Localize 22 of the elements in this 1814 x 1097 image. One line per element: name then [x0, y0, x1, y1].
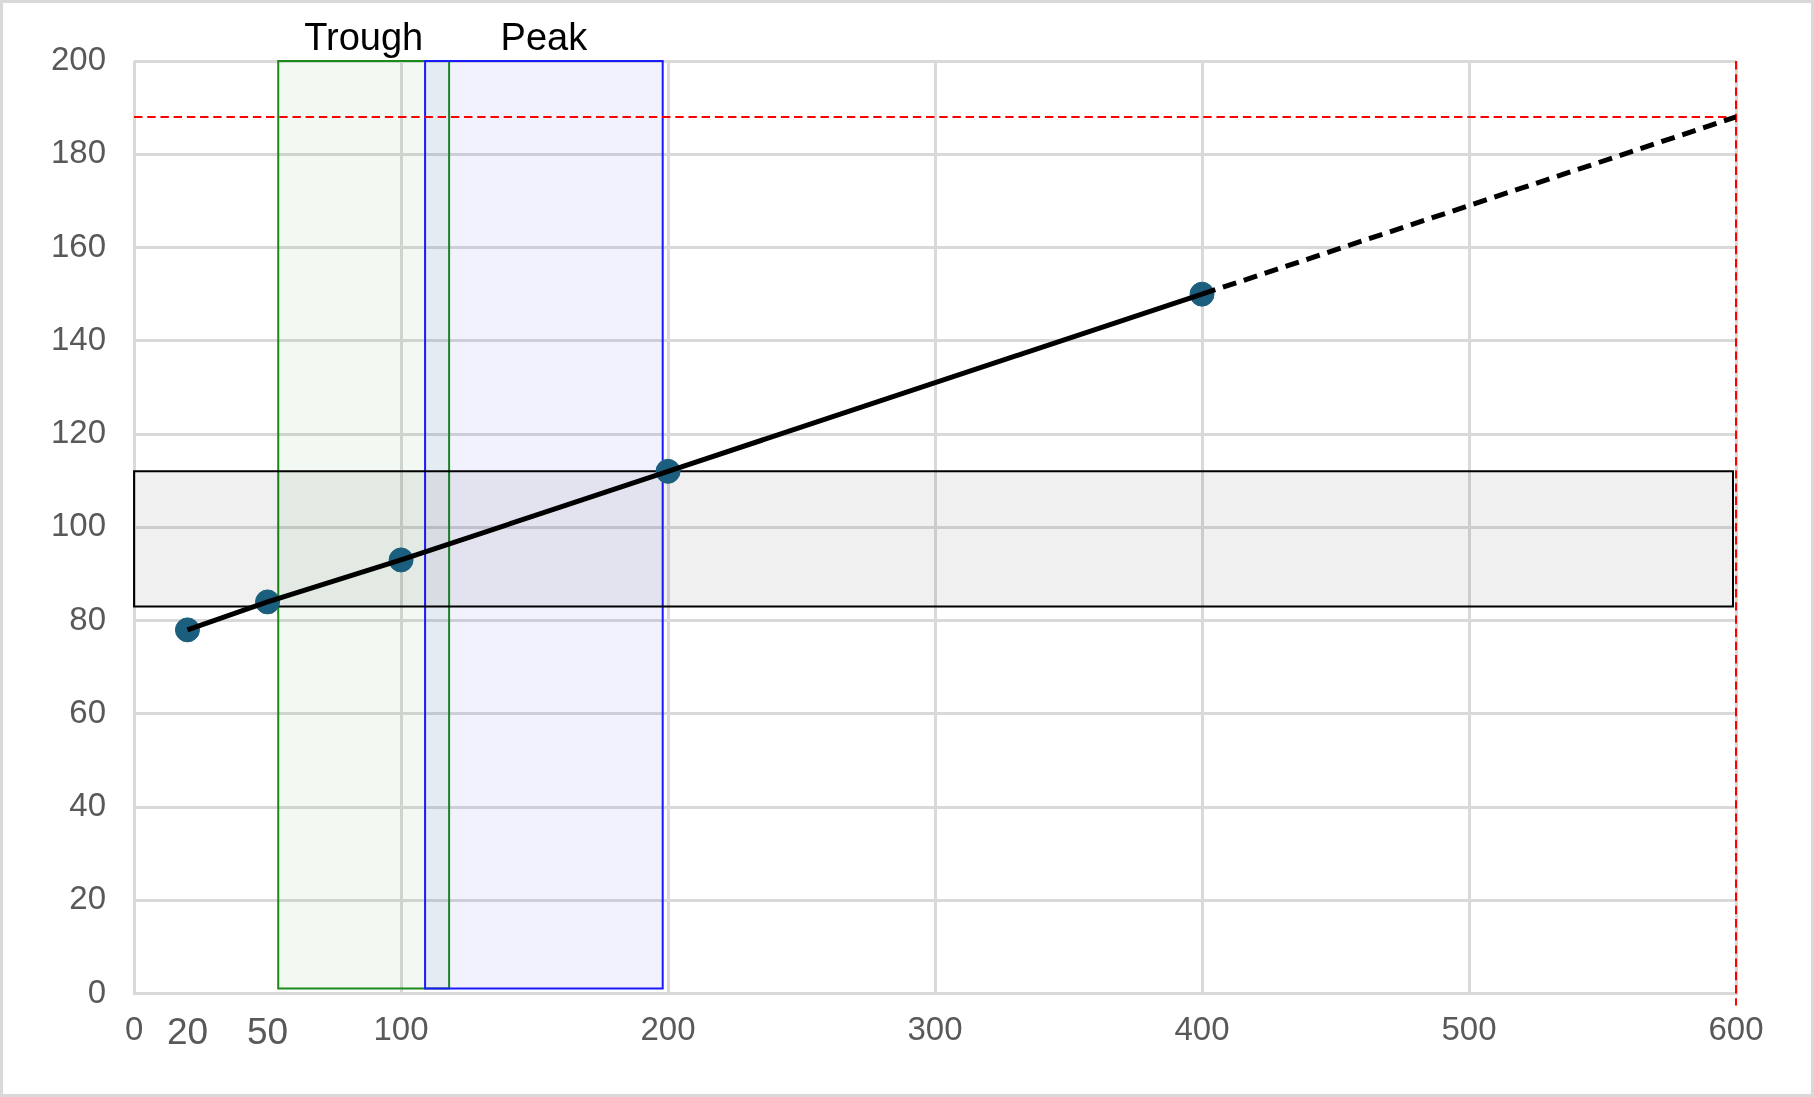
y-tick-label: 80: [69, 599, 107, 637]
y-tick-label: 100: [51, 506, 107, 544]
y-tick-label: 40: [69, 786, 107, 824]
y-tick-label: 140: [51, 319, 107, 357]
band-label: Peak: [500, 16, 589, 59]
x-tick-label: 500: [1441, 1010, 1497, 1048]
y-tick-label: 60: [69, 692, 107, 730]
x-tick-label: 600: [1708, 1010, 1764, 1048]
y-tick-label: 200: [51, 40, 107, 78]
x-tick-label: 20: [166, 1011, 209, 1052]
y-tick-label: 0: [87, 972, 107, 1010]
y-tick-label: 160: [51, 226, 107, 264]
x-tick-label: 50: [246, 1011, 289, 1052]
x-tick-label: 300: [907, 1010, 963, 1048]
x-tick-label: 100: [373, 1010, 429, 1048]
x-tick-label: 0: [124, 1010, 144, 1048]
x-tick-label: 400: [1174, 1010, 1230, 1048]
x-tick-label: 200: [640, 1010, 696, 1048]
y-tick-label: 20: [69, 879, 107, 917]
y-tick-label: 120: [51, 413, 107, 451]
band-label: Trough: [304, 16, 424, 59]
y-tick-label: 180: [51, 133, 107, 171]
